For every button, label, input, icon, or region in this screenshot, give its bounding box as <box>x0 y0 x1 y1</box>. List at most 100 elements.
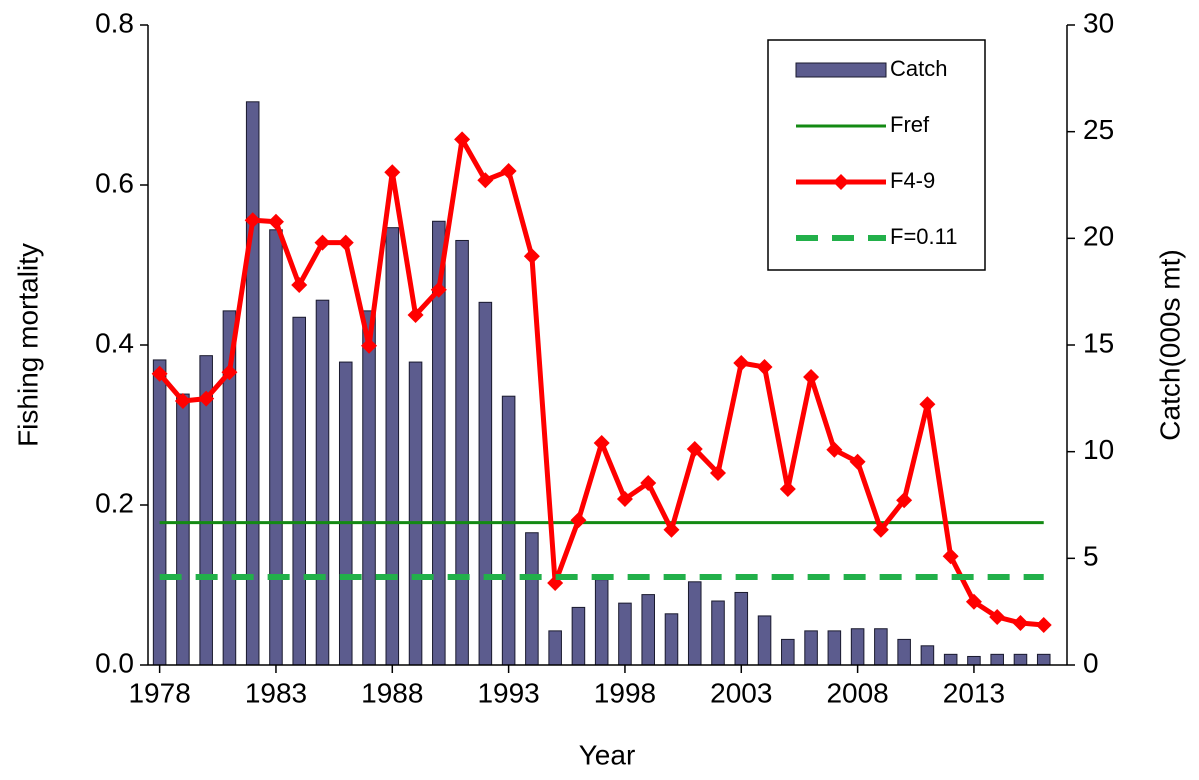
bar <box>362 310 376 666</box>
legend-box <box>767 39 986 271</box>
y2-tick-label: 20 <box>1083 221 1114 252</box>
legend-marker <box>833 174 849 190</box>
x-tick-label: 1993 <box>477 677 539 708</box>
bar <box>269 229 283 666</box>
x-tick-label: 1998 <box>594 677 656 708</box>
line-marker <box>663 521 680 538</box>
line-marker <box>291 277 308 293</box>
line-marker <box>779 481 796 497</box>
line-marker <box>733 355 750 371</box>
line-marker <box>454 131 471 148</box>
bar <box>687 581 702 666</box>
line-marker <box>1035 617 1052 633</box>
bar <box>850 628 865 666</box>
bar <box>525 532 539 666</box>
line-marker <box>198 390 215 407</box>
line-marker <box>989 609 1006 625</box>
bar <box>874 628 888 666</box>
bar <box>152 359 167 666</box>
bar <box>245 101 260 666</box>
line-marker <box>872 521 889 538</box>
line-marker <box>710 465 727 481</box>
bar <box>827 630 842 666</box>
y-axis-label: Fishing mortality <box>12 243 43 447</box>
bar <box>967 655 981 666</box>
line-marker <box>151 365 168 382</box>
line-marker <box>756 359 773 375</box>
bar <box>641 594 655 666</box>
bar <box>897 638 911 666</box>
line-marker <box>523 248 540 265</box>
y-tick-label: 0.2 <box>95 487 134 518</box>
y2-tick-label: 0 <box>1083 647 1099 678</box>
line-marker <box>570 512 587 529</box>
bar <box>781 638 795 666</box>
line-marker <box>337 234 354 251</box>
legend-swatch <box>795 62 887 78</box>
bar <box>664 613 679 666</box>
line-marker <box>965 593 982 610</box>
y2-tick-label: 15 <box>1083 327 1114 358</box>
y2-tick-label: 25 <box>1083 114 1114 145</box>
line-marker <box>430 281 447 298</box>
x-tick-label: 1978 <box>128 677 190 708</box>
line-marker <box>500 163 517 179</box>
legend-label: F4-9 <box>890 168 935 193</box>
legend-label: Catch <box>890 56 947 81</box>
x-tick-label: 1988 <box>361 677 423 708</box>
y2-axis-label: Catch(000s mt) <box>1154 249 1185 440</box>
line-marker <box>640 475 657 491</box>
bar <box>757 615 772 666</box>
y-tick-label: 0.0 <box>95 647 134 678</box>
bar <box>315 299 330 666</box>
x-tick-label: 2013 <box>943 677 1005 708</box>
bar <box>920 645 935 666</box>
y-tick-label: 0.4 <box>95 327 134 358</box>
line-marker <box>361 337 378 354</box>
x-tick-label: 2008 <box>826 677 888 708</box>
bar <box>385 227 400 666</box>
bar <box>734 591 749 666</box>
line-marker <box>477 172 494 189</box>
bar <box>711 600 725 666</box>
bar <box>1013 653 1028 666</box>
bar <box>548 630 562 666</box>
line-marker <box>314 234 331 251</box>
bar <box>455 239 469 666</box>
line-marker <box>896 492 913 509</box>
line-marker <box>826 441 843 458</box>
line-marker <box>686 441 703 457</box>
bar <box>292 316 307 666</box>
line-marker <box>803 369 820 385</box>
bar <box>408 361 423 666</box>
bar <box>618 602 632 666</box>
y2-tick-label: 30 <box>1083 7 1114 38</box>
line-marker <box>942 548 959 565</box>
y2-tick-label: 10 <box>1083 434 1114 465</box>
line-marker <box>221 364 238 381</box>
line-marker <box>616 491 633 507</box>
x-tick-label: 2003 <box>710 677 772 708</box>
line-marker <box>267 213 284 230</box>
bar <box>594 579 609 666</box>
legend-label: F=0.11 <box>890 224 957 249</box>
bar <box>478 301 493 666</box>
legend-label: Fref <box>890 112 930 137</box>
bar <box>571 606 586 666</box>
line-marker <box>174 393 191 409</box>
bar <box>501 395 516 666</box>
bar <box>943 653 958 666</box>
bar <box>338 361 353 666</box>
line-marker <box>849 453 866 470</box>
bar <box>990 653 1004 666</box>
y-tick-label: 0.6 <box>95 167 134 198</box>
line-marker <box>384 164 401 181</box>
x-tick-label: 1983 <box>245 677 307 708</box>
y2-tick-label: 5 <box>1083 541 1099 572</box>
line-marker <box>407 307 424 323</box>
line-marker <box>244 212 261 229</box>
line-marker <box>919 396 936 413</box>
bar <box>176 393 190 666</box>
x-axis-label: Year <box>579 739 636 770</box>
